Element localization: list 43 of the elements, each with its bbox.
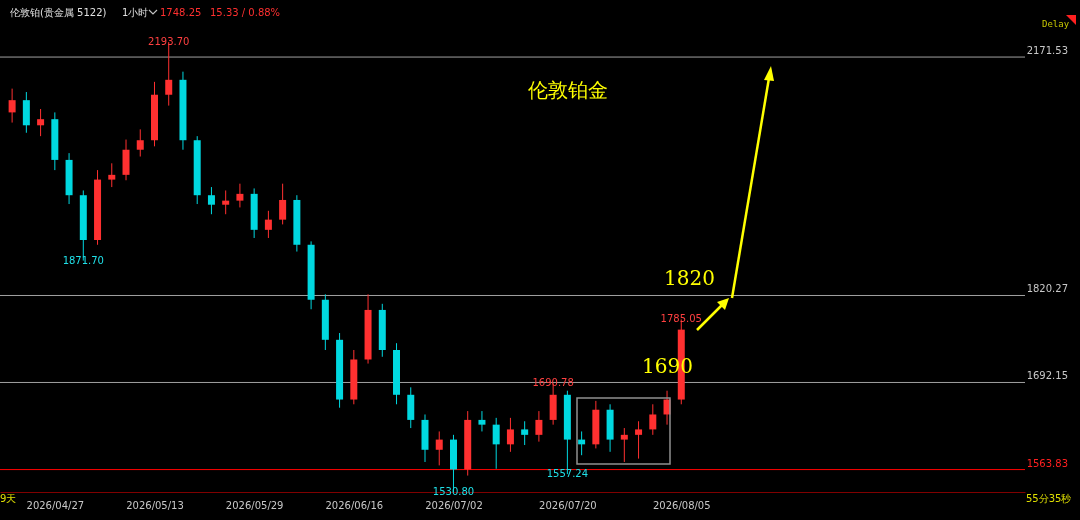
ref-line-label: 1692.15 (1026, 370, 1068, 382)
x-tick-label: 2026/06/16 (325, 499, 384, 511)
candlestick (136, 128, 144, 158)
text: 15.33 / 0.88% (210, 6, 281, 20)
candlestick (506, 417, 514, 453)
text: 1小时 (122, 6, 149, 20)
annotation: 1871.70 (62, 254, 104, 266)
x-tick-label: 2026/07/02 (425, 499, 483, 511)
candlestick (478, 410, 486, 432)
x-tick-label: 2026/05/29 (225, 499, 284, 511)
candlestick (635, 420, 643, 460)
annotation: 1530.80 (432, 486, 475, 497)
ref-line-label: 1563.83 (1026, 457, 1068, 469)
candlestick (620, 427, 628, 463)
candlestick (535, 410, 543, 443)
x-tick-label: 2026/08/05 (652, 499, 711, 511)
text: 1748.25 (160, 6, 202, 20)
x-tick-label: 2026/07/20 (539, 499, 597, 511)
candlestick (236, 183, 244, 208)
candlestick (207, 186, 215, 215)
candlestick (649, 403, 657, 436)
candlestick (37, 108, 45, 137)
candlestick (435, 430, 443, 466)
x-tick-label: 2026/04/27 (26, 499, 85, 511)
candlestick (222, 189, 230, 215)
candlestick (264, 210, 272, 239)
annotation: 2193.70 (148, 36, 190, 47)
annotation: 1785.05 (660, 313, 702, 325)
annotation: 1557.24 (546, 468, 589, 480)
ref-line-label: 1820.27 (1026, 283, 1068, 295)
text: 伦敦铂(贵金属 5122) (10, 6, 107, 20)
text: 伦敦铂金 (528, 78, 608, 102)
text: 9天 (0, 492, 17, 506)
candlestick (8, 88, 16, 124)
candlestick (492, 417, 500, 470)
candlestick (108, 162, 116, 188)
ref-line-label: 2171.53 (1026, 45, 1068, 57)
text: Delay (1042, 18, 1070, 31)
text: 55分35秒 (1026, 492, 1072, 506)
x-tick-label: 2026/05/13 (126, 499, 184, 511)
annotation: 1820 (664, 266, 715, 290)
candlestick (521, 420, 529, 446)
candlestick (279, 183, 287, 225)
